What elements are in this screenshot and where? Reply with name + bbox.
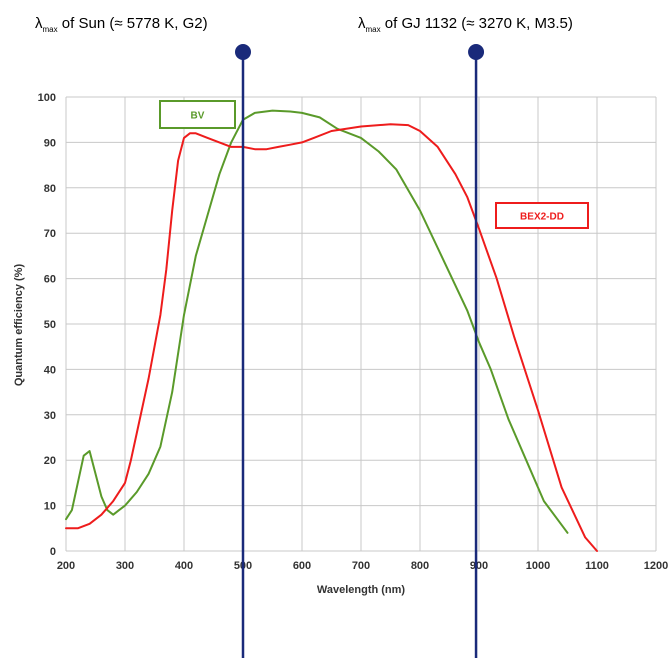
wavelength-markers: λmax of Sun (≈ 5778 K, G2) λmax of GJ 113… bbox=[35, 15, 573, 658]
y-tick-label: 80 bbox=[44, 183, 56, 195]
x-tick-label: 1000 bbox=[526, 560, 550, 572]
x-tick-label: 600 bbox=[293, 560, 311, 572]
y-tick-label: 10 bbox=[44, 501, 56, 513]
x-tick-labels: 200300400500600700800900100011001200 bbox=[57, 560, 668, 572]
x-tick-label: 200 bbox=[57, 560, 75, 572]
y-tick-label: 0 bbox=[50, 546, 56, 558]
legend-label: BEX2-DD bbox=[520, 212, 564, 223]
series-line-bv bbox=[65, 109, 569, 534]
y-tick-label: 40 bbox=[44, 364, 56, 376]
x-tick-label: 1200 bbox=[644, 560, 668, 572]
y-tick-label: 50 bbox=[44, 319, 56, 331]
y-tick-label: 70 bbox=[44, 228, 56, 240]
legend-box bbox=[159, 100, 236, 129]
x-axis-title: Wavelength (nm) bbox=[317, 584, 406, 596]
y-axis-title: Quantum efficiency (%) bbox=[13, 264, 25, 387]
x-tick-label: 900 bbox=[470, 560, 488, 572]
y-tick-label: 30 bbox=[44, 410, 56, 422]
marker-dot bbox=[235, 44, 251, 60]
x-tick-label: 700 bbox=[352, 560, 370, 572]
y-tick-label: 20 bbox=[44, 455, 56, 467]
y-tick-label: 90 bbox=[44, 137, 56, 149]
marker-label: λmax of Sun (≈ 5778 K, G2) bbox=[35, 15, 208, 34]
x-tick-label: 300 bbox=[116, 560, 134, 572]
marker-label: λmax of GJ 1132 (≈ 3270 K, M3.5) bbox=[358, 15, 573, 34]
x-tick-label: 400 bbox=[175, 560, 193, 572]
legend: BV BEX2-DD bbox=[159, 100, 589, 229]
series-lines bbox=[65, 109, 598, 552]
y-tick-label: 100 bbox=[38, 92, 56, 104]
series-line-bex2-dd bbox=[65, 123, 598, 552]
x-tick-label: 1100 bbox=[585, 560, 609, 572]
legend-box bbox=[495, 202, 589, 229]
marker-dot bbox=[468, 44, 485, 60]
y-tick-labels: 0 10 20 30 40 50 60 70 80 90 100 bbox=[38, 92, 56, 558]
y-tick-label: 60 bbox=[44, 274, 56, 286]
x-tick-label: 800 bbox=[411, 560, 429, 572]
legend-label: BV bbox=[191, 111, 205, 122]
grid bbox=[65, 96, 657, 552]
